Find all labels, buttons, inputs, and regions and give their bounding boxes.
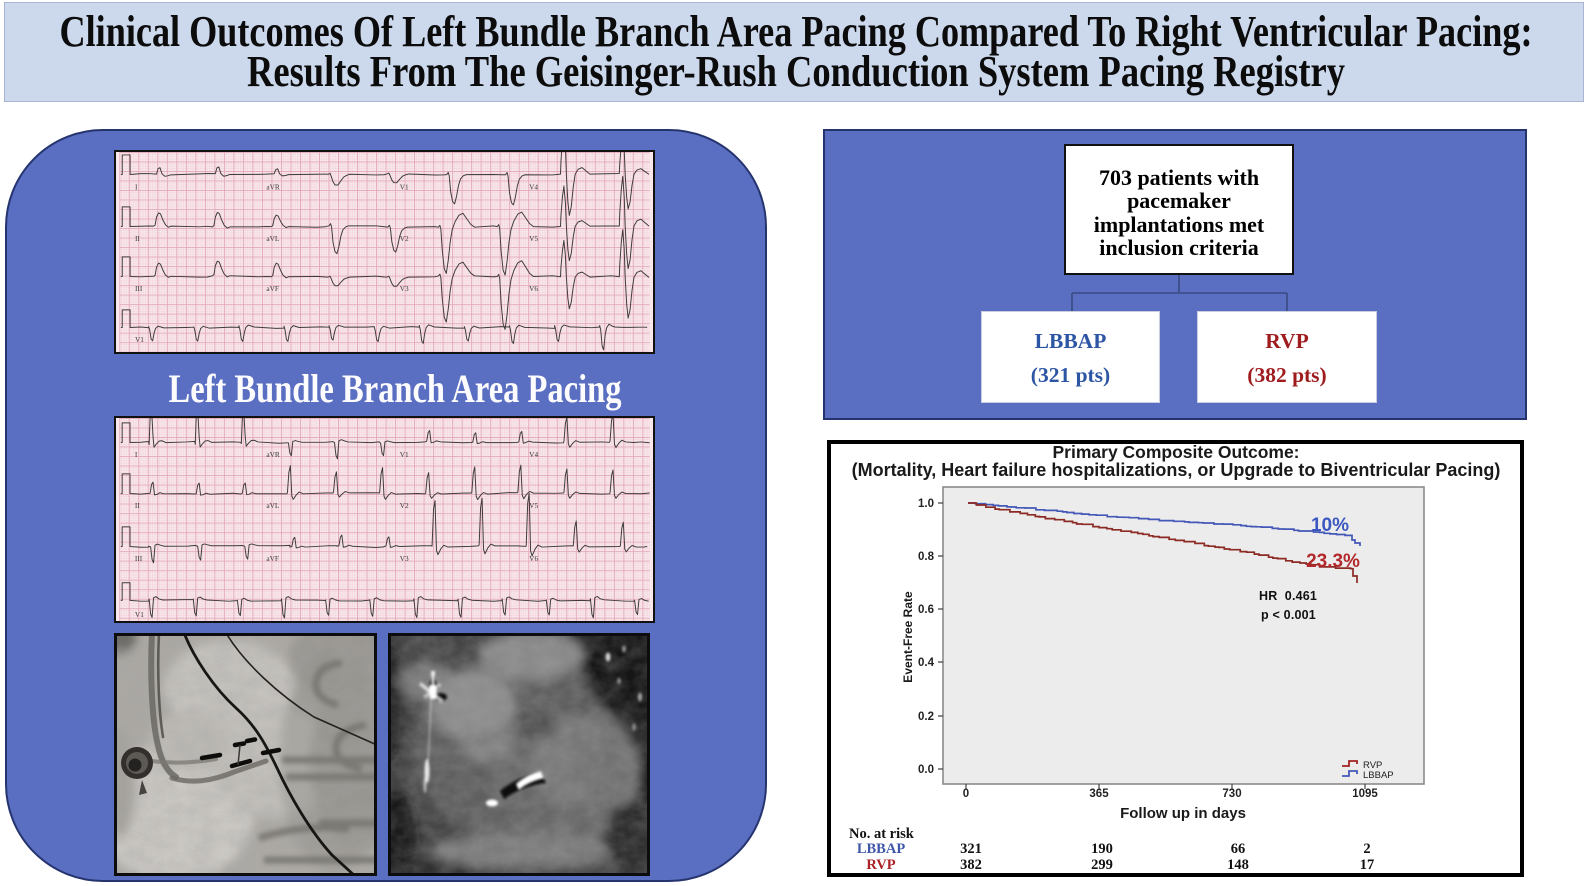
svg-text:III: III — [135, 284, 143, 293]
svg-text:V2: V2 — [400, 234, 409, 243]
svg-text:Primary Composite Outcome:: Primary Composite Outcome: — [1053, 442, 1300, 462]
svg-text:aVL: aVL — [266, 234, 280, 243]
svg-text:(Mortality, Heart failure hosp: (Mortality, Heart failure hospitalizatio… — [852, 460, 1501, 480]
svg-text:23.3%: 23.3% — [1306, 551, 1360, 572]
svg-text:V1: V1 — [400, 182, 409, 191]
svg-text:LBBAP: LBBAP — [857, 841, 905, 857]
svg-text:I: I — [135, 182, 138, 191]
svg-text:365: 365 — [1089, 788, 1109, 800]
svg-text:2: 2 — [1363, 841, 1370, 857]
svg-text:321: 321 — [960, 841, 982, 857]
svg-text:382: 382 — [960, 857, 982, 873]
svg-text:V1: V1 — [135, 335, 144, 344]
svg-text:I: I — [135, 450, 138, 459]
svg-text:0.6: 0.6 — [918, 604, 934, 616]
svg-text:1095: 1095 — [1352, 788, 1378, 800]
svg-text:V1: V1 — [400, 450, 409, 459]
svg-text:0.8: 0.8 — [918, 551, 935, 563]
svg-text:0.4: 0.4 — [918, 657, 935, 669]
svg-text:66: 66 — [1231, 841, 1246, 857]
svg-text:V1: V1 — [135, 610, 144, 619]
svg-text:17: 17 — [1360, 857, 1375, 873]
svg-text:aVF: aVF — [266, 554, 279, 563]
svg-text:aVL: aVL — [266, 501, 280, 510]
svg-text:aVR: aVR — [266, 182, 280, 191]
svg-text:RVP: RVP — [866, 857, 895, 873]
svg-text:II: II — [135, 234, 140, 243]
svg-text:V5: V5 — [529, 234, 538, 243]
svg-text:148: 148 — [1227, 857, 1249, 873]
svg-text:p < 0.001: p < 0.001 — [1261, 608, 1316, 622]
svg-text:V3: V3 — [400, 554, 409, 563]
svg-text:Results From The Geisinger-Rus: Results From The Geisinger-Rush Conducti… — [247, 47, 1345, 96]
svg-text:0.2: 0.2 — [918, 711, 934, 723]
svg-text:V4: V4 — [529, 182, 538, 191]
svg-text:HR 0.461: HR 0.461 — [1259, 589, 1317, 603]
svg-text:V6: V6 — [529, 284, 538, 293]
svg-text:Event-Free Rate: Event-Free Rate — [901, 591, 915, 683]
svg-text:190: 190 — [1091, 841, 1113, 857]
svg-text:V3: V3 — [400, 284, 409, 293]
svg-text:0.0: 0.0 — [918, 764, 934, 776]
svg-text:V2: V2 — [400, 501, 409, 510]
svg-text:10%: 10% — [1311, 515, 1349, 536]
svg-text:V4: V4 — [529, 450, 538, 459]
svg-text:Clinical Outcomes Of Left Bund: Clinical Outcomes Of Left Bundle Branch … — [60, 7, 1533, 56]
svg-text:aVF: aVF — [266, 284, 279, 293]
svg-text:299: 299 — [1091, 857, 1113, 873]
svg-text:II: II — [135, 501, 140, 510]
svg-text:Follow up in days: Follow up in days — [1120, 805, 1246, 822]
svg-text:1.0: 1.0 — [918, 498, 934, 510]
svg-text:V6: V6 — [529, 554, 538, 563]
svg-text:V5: V5 — [529, 501, 538, 510]
svg-text:LBBAP: LBBAP — [1363, 770, 1394, 781]
svg-text:Left Bundle Branch Area Pacing: Left Bundle Branch Area Pacing — [169, 366, 622, 411]
svg-text:RVP: RVP — [1363, 760, 1382, 771]
svg-text:0: 0 — [963, 788, 969, 800]
svg-text:III: III — [135, 554, 143, 563]
svg-text:No. at risk: No. at risk — [849, 826, 915, 842]
svg-text:730: 730 — [1222, 788, 1241, 800]
svg-text:aVR: aVR — [266, 450, 280, 459]
